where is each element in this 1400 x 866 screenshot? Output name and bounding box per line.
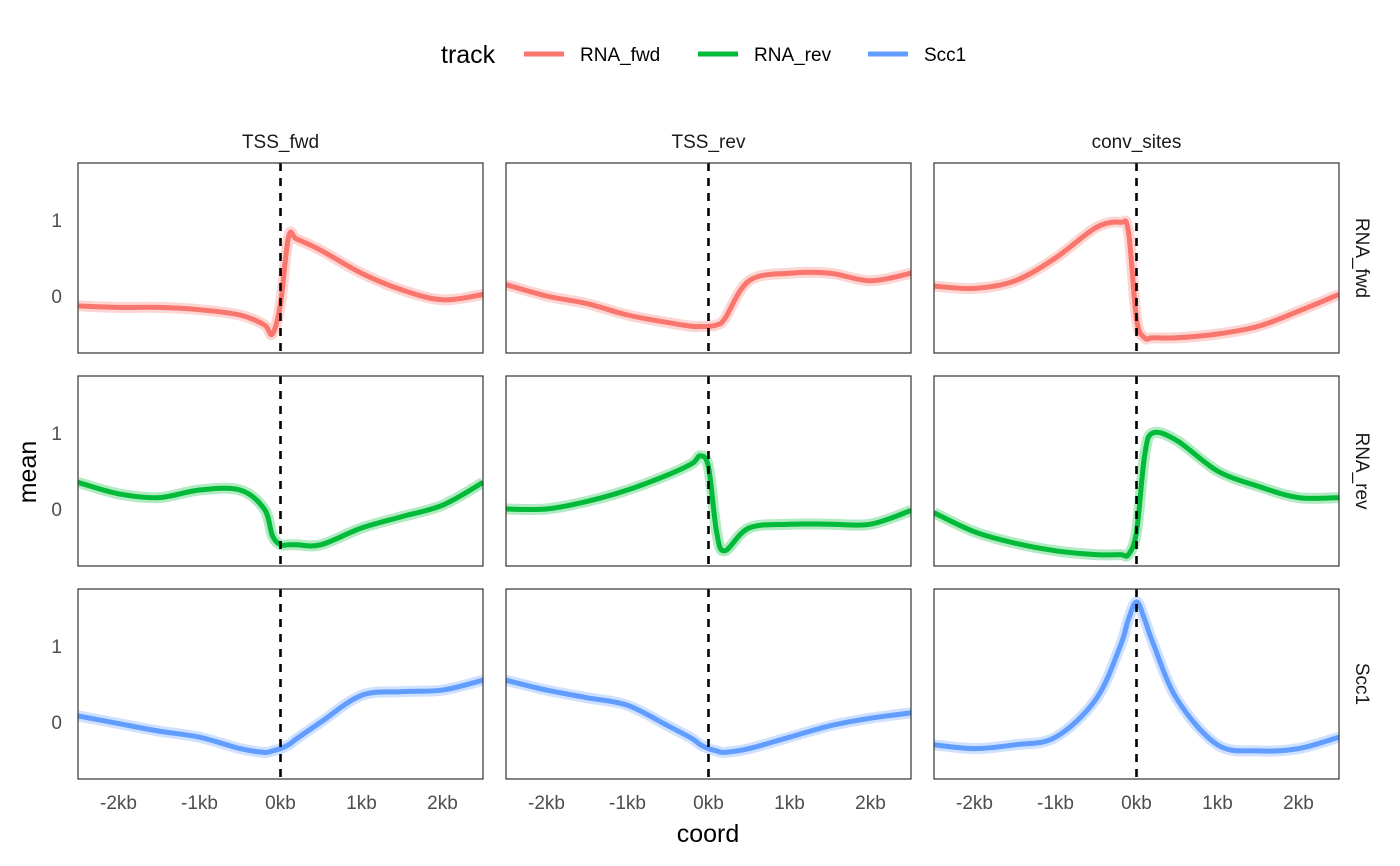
x-tick-label-tss-fwd-2: 0kb [265, 793, 296, 814]
y-axis-title: mean [14, 441, 42, 504]
panel-rna-fwd-tss-fwd: 01 [51, 162, 484, 354]
panel-frame-scc1-conv-sites [933, 588, 1340, 780]
panel-rna-rev-conv-sites [933, 375, 1340, 567]
panel-rna-fwd-conv-sites [933, 162, 1340, 354]
panel-frame-rna-rev-conv-sites [933, 375, 1340, 567]
x-tick-label-tss-fwd-1: -1kb [181, 793, 218, 814]
panel-frame-scc1-tss-fwd [77, 588, 484, 780]
x-tick-label-tss-fwd-0: -2kb [100, 793, 137, 814]
panel-frame-rna-rev-tss-fwd [77, 375, 484, 567]
x-tick-label-conv-sites-0: -2kb [956, 793, 993, 814]
y-tick-label-rna-fwd-1: 1 [51, 211, 62, 232]
y-tick-label-rna-fwd-0: 0 [51, 287, 62, 308]
legend: track RNA_fwd RNA_rev Scc1 [441, 41, 966, 69]
panel-rna-rev-tss-rev [505, 375, 912, 567]
y-tick-label-scc1-1: 1 [51, 637, 62, 658]
x-tick-label-tss-fwd-4: 2kb [427, 793, 458, 814]
legend-entry-rna-fwd: RNA_fwd [524, 45, 660, 66]
legend-label-scc1: Scc1 [924, 45, 966, 66]
x-tick-label-tss-rev-4: 2kb [855, 793, 886, 814]
x-tick-label-tss-rev-1: -1kb [609, 793, 646, 814]
x-tick-label-tss-rev-2: 0kb [693, 793, 724, 814]
y-tick-label-rna-rev-0: 0 [51, 500, 62, 521]
column-strip-tss-rev: TSS_rev [672, 132, 746, 153]
row-strip-rna-rev: RNA_rev [1351, 432, 1372, 510]
row-strip-scc1: Scc1 [1351, 663, 1372, 705]
panel-scc1-conv-sites: -2kb -1kb 0kb 1kb 2kb [933, 588, 1340, 814]
legend-entry-rna-rev: RNA_rev [698, 45, 832, 66]
panel-frame-rna-rev-tss-rev [505, 375, 912, 567]
legend-label-rna-rev: RNA_rev [754, 45, 832, 66]
row-strip-rna-fwd: RNA_fwd [1351, 218, 1372, 298]
panel-frame-scc1-tss-rev [505, 588, 912, 780]
x-tick-label-conv-sites-1: -1kb [1037, 793, 1074, 814]
x-tick-label-tss-rev-0: -2kb [528, 793, 565, 814]
panel-frame-rna-fwd-conv-sites [933, 162, 1340, 354]
panel-grid: TSS_fwd TSS_rev conv_sites RNA_fwd RNA_rev Sc… [51, 132, 1372, 814]
x-tick-label-tss-fwd-3: 1kb [346, 793, 377, 814]
column-strip-conv-sites: conv_sites [1092, 132, 1182, 153]
panel-scc1-tss-fwd: 0 1 -2kb -1kb 0kb 1kb 2kb [51, 588, 484, 814]
x-tick-label-conv-sites-3: 1kb [1202, 793, 1233, 814]
x-tick-label-conv-sites-2: 0kb [1121, 793, 1152, 814]
column-strip-tss-fwd: TSS_fwd [242, 132, 319, 153]
y-tick-label-rna-rev-1: 1 [51, 424, 62, 445]
panel-rna-rev-tss-fwd: 01 [51, 375, 484, 567]
legend-entry-scc1: Scc1 [868, 45, 966, 66]
panel-rna-fwd-tss-rev [505, 162, 912, 354]
x-tick-label-conv-sites-4: 2kb [1283, 793, 1314, 814]
panel-frame-rna-fwd-tss-fwd [77, 162, 484, 354]
panel-frame-rna-fwd-tss-rev [505, 162, 912, 354]
panel-scc1-tss-rev: -2kb -1kb 0kb 1kb 2kb [505, 588, 912, 814]
legend-label-rna-fwd: RNA_fwd [580, 45, 660, 66]
x-axis-title: coord [677, 820, 740, 848]
y-tick-label-scc1-0: 0 [51, 713, 62, 734]
x-tick-label-tss-rev-3: 1kb [774, 793, 805, 814]
legend-title: track [441, 41, 496, 69]
